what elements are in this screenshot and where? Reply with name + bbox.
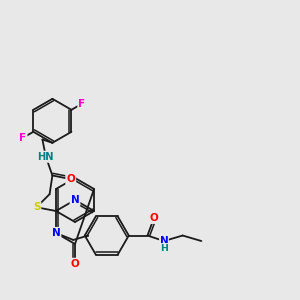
Text: N: N — [52, 228, 60, 238]
Text: H: H — [160, 244, 168, 253]
Text: HN: HN — [38, 152, 54, 162]
Text: S: S — [33, 202, 40, 212]
Text: N: N — [70, 195, 80, 205]
Text: N: N — [160, 236, 168, 246]
Text: O: O — [150, 213, 158, 223]
Text: O: O — [66, 174, 75, 184]
Text: F: F — [19, 133, 26, 143]
Text: F: F — [78, 99, 85, 109]
Text: O: O — [70, 259, 80, 269]
